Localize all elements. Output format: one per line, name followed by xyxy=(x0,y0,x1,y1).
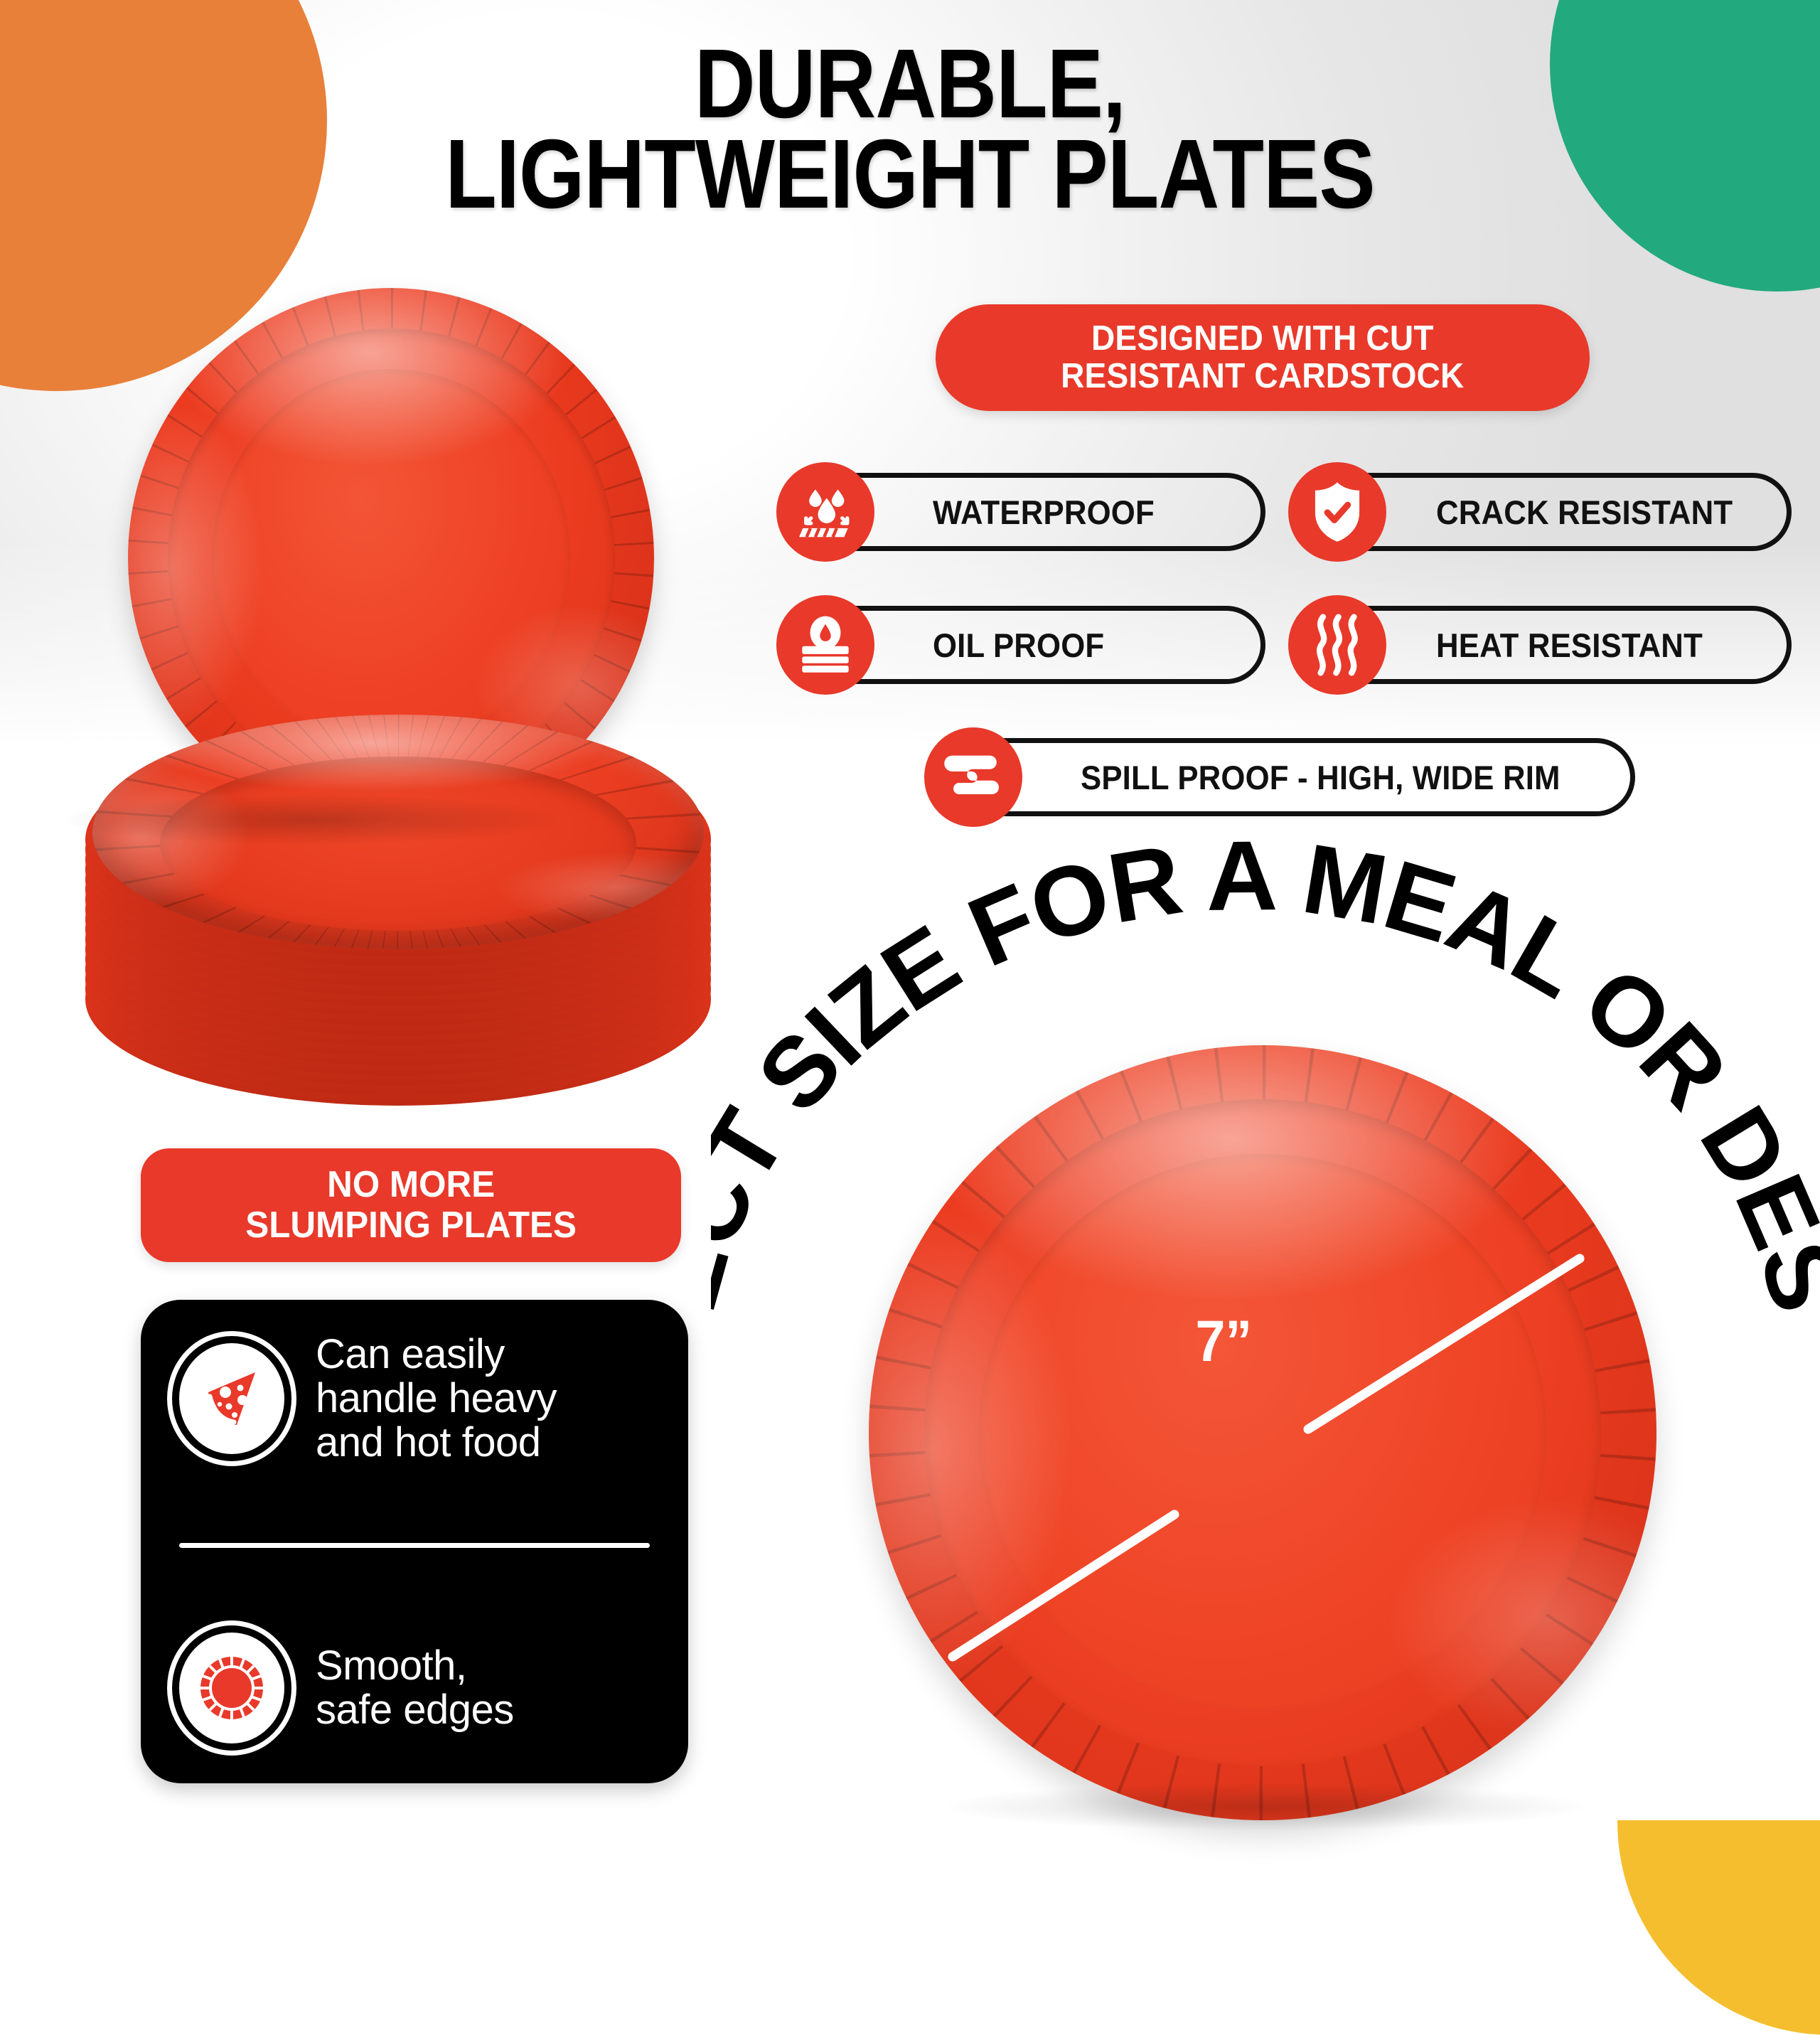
benefit-hot-food-line3: and hot food xyxy=(316,1419,541,1466)
cardstock-badge-line1: DESIGNED WITH CUT xyxy=(1091,319,1434,358)
feature-heat-label: HEAT RESISTANT xyxy=(1436,626,1703,664)
feature-oil-label: OIL PROOF xyxy=(933,626,1105,664)
benefit-row-hot-food: Can easily handle heavy and hot food xyxy=(172,1328,657,1469)
diameter-measure-line xyxy=(948,1254,1585,1662)
feature-spill-proof[interactable]: SPILL PROOF - HIGH, WIDE RIM xyxy=(924,724,1637,830)
big-plate-image xyxy=(869,1045,1656,1820)
feature-heat-resistant[interactable]: HEAT RESISTANT xyxy=(1288,592,1793,698)
benefit-row-safe-edges: Smooth, safe edges xyxy=(172,1621,657,1755)
feature-crack-pill: CRACK RESISTANT xyxy=(1331,473,1792,551)
feature-waterproof-pill: WATERPROOF xyxy=(819,473,1265,551)
plate-stack-shadow xyxy=(64,795,562,845)
slumping-badge: NO MORE SLUMPING PLATES xyxy=(141,1148,681,1262)
infographic-stage: DURABLE, LIGHTWEIGHT PLATES xyxy=(64,29,1820,1830)
top-plate-of-stack xyxy=(92,715,704,949)
slumping-badge-line1: NO MORE xyxy=(326,1163,496,1205)
feature-crack-label: CRACK RESISTANT xyxy=(1436,493,1733,531)
card-divider xyxy=(179,1542,650,1548)
benefit-text-hot-food: Can easily handle heavy and hot food xyxy=(316,1332,557,1465)
cardstock-badge-line2: RESISTANT CARDSTOCK xyxy=(1061,357,1465,395)
slumping-badge-line2: SLUMPING PLATES xyxy=(245,1205,577,1246)
heat-waves-icon xyxy=(1288,595,1386,695)
big-plate-highlight xyxy=(869,1045,1656,1820)
feature-waterproof[interactable]: WATERPROOF xyxy=(776,459,1267,565)
benefit-safe-edges-line1: Smooth, xyxy=(316,1642,467,1689)
feature-spill-pill: SPILL PROOF - HIGH, WIDE RIM xyxy=(967,738,1635,816)
shield-check-icon xyxy=(1288,462,1386,562)
feature-waterproof-label: WATERPROOF xyxy=(933,493,1155,531)
benefit-hot-food-line1: Can easily xyxy=(316,1331,505,1377)
benefit-text-safe-edges: Smooth, safe edges xyxy=(316,1642,514,1733)
plate-stack-photo xyxy=(85,288,711,1141)
pizza-slice-icon xyxy=(172,1336,291,1462)
feature-oil-proof[interactable]: OIL PROOF xyxy=(776,592,1267,698)
oil-droplet-layers-icon xyxy=(776,595,874,695)
plate-size-label: 7” xyxy=(1195,1309,1253,1374)
benefit-safe-edges-line2: safe edges xyxy=(316,1686,514,1733)
plate-rim-liquid-icon xyxy=(924,727,1022,827)
page-title-line2: LIGHTWEIGHT PLATES xyxy=(445,119,1375,229)
page-title-line1: DURABLE, xyxy=(694,29,1126,139)
benefit-hot-food-line2: handle heavy xyxy=(316,1375,557,1422)
plate-rim-icon xyxy=(172,1625,291,1751)
feature-heat-pill: HEAT RESISTANT xyxy=(1331,606,1792,684)
page-title: DURABLE, LIGHTWEIGHT PLATES xyxy=(372,29,1448,229)
feature-spill-label: SPILL PROOF - HIGH, WIDE RIM xyxy=(1081,758,1561,796)
stacked-plates-image xyxy=(85,715,711,1113)
benefits-card: Can easily handle heavy and hot food xyxy=(141,1300,688,1783)
feature-oil-pill: OIL PROOF xyxy=(819,606,1265,684)
water-droplets-repel-icon xyxy=(776,462,874,562)
cardstock-badge: DESIGNED WITH CUT RESISTANT CARDSTOCK xyxy=(936,304,1590,411)
feature-crack-resistant[interactable]: CRACK RESISTANT xyxy=(1288,459,1793,565)
